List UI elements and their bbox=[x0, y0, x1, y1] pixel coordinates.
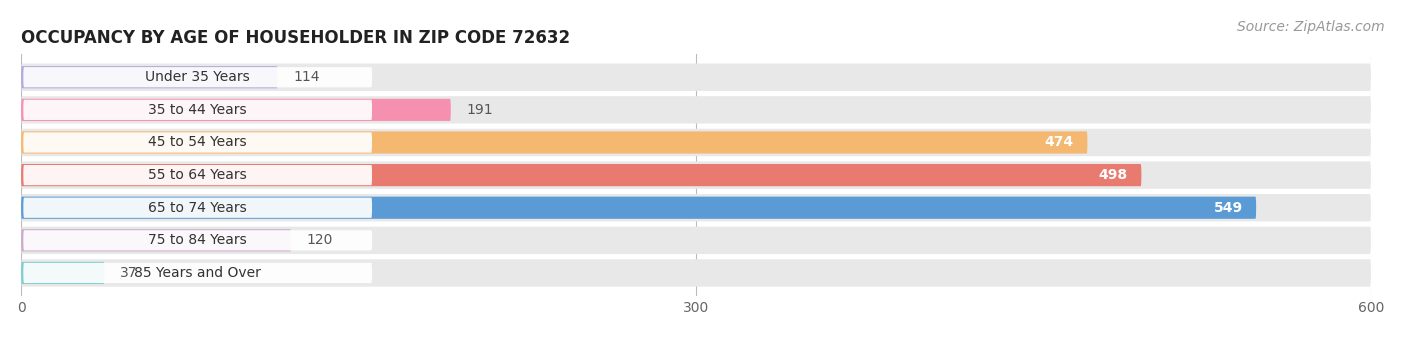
Text: 37: 37 bbox=[120, 266, 138, 280]
Text: 85 Years and Over: 85 Years and Over bbox=[134, 266, 262, 280]
FancyBboxPatch shape bbox=[24, 230, 373, 251]
FancyBboxPatch shape bbox=[21, 194, 1371, 221]
FancyBboxPatch shape bbox=[21, 131, 1087, 154]
Text: 65 to 74 Years: 65 to 74 Years bbox=[148, 201, 247, 215]
Text: 35 to 44 Years: 35 to 44 Years bbox=[149, 103, 247, 117]
FancyBboxPatch shape bbox=[24, 165, 373, 185]
Text: 45 to 54 Years: 45 to 54 Years bbox=[149, 135, 247, 150]
FancyBboxPatch shape bbox=[21, 96, 1371, 123]
Text: OCCUPANCY BY AGE OF HOUSEHOLDER IN ZIP CODE 72632: OCCUPANCY BY AGE OF HOUSEHOLDER IN ZIP C… bbox=[21, 29, 571, 47]
Text: Source: ZipAtlas.com: Source: ZipAtlas.com bbox=[1237, 20, 1385, 34]
FancyBboxPatch shape bbox=[21, 129, 1371, 156]
Text: 498: 498 bbox=[1098, 168, 1128, 182]
Text: 120: 120 bbox=[307, 233, 333, 247]
FancyBboxPatch shape bbox=[24, 100, 373, 120]
FancyBboxPatch shape bbox=[24, 132, 373, 153]
Text: 55 to 64 Years: 55 to 64 Years bbox=[148, 168, 247, 182]
FancyBboxPatch shape bbox=[21, 229, 291, 252]
FancyBboxPatch shape bbox=[21, 99, 451, 121]
FancyBboxPatch shape bbox=[21, 64, 1371, 91]
FancyBboxPatch shape bbox=[24, 263, 373, 283]
FancyBboxPatch shape bbox=[21, 66, 277, 88]
Text: 114: 114 bbox=[294, 70, 319, 84]
Text: 75 to 84 Years: 75 to 84 Years bbox=[148, 233, 247, 247]
FancyBboxPatch shape bbox=[21, 262, 104, 284]
FancyBboxPatch shape bbox=[24, 67, 373, 87]
Text: 191: 191 bbox=[467, 103, 494, 117]
FancyBboxPatch shape bbox=[21, 197, 1256, 219]
Text: 474: 474 bbox=[1045, 135, 1074, 150]
FancyBboxPatch shape bbox=[21, 164, 1142, 186]
Text: Under 35 Years: Under 35 Years bbox=[145, 70, 250, 84]
FancyBboxPatch shape bbox=[24, 198, 373, 218]
FancyBboxPatch shape bbox=[21, 259, 1371, 287]
FancyBboxPatch shape bbox=[21, 162, 1371, 189]
FancyBboxPatch shape bbox=[21, 227, 1371, 254]
Text: 549: 549 bbox=[1213, 201, 1243, 215]
